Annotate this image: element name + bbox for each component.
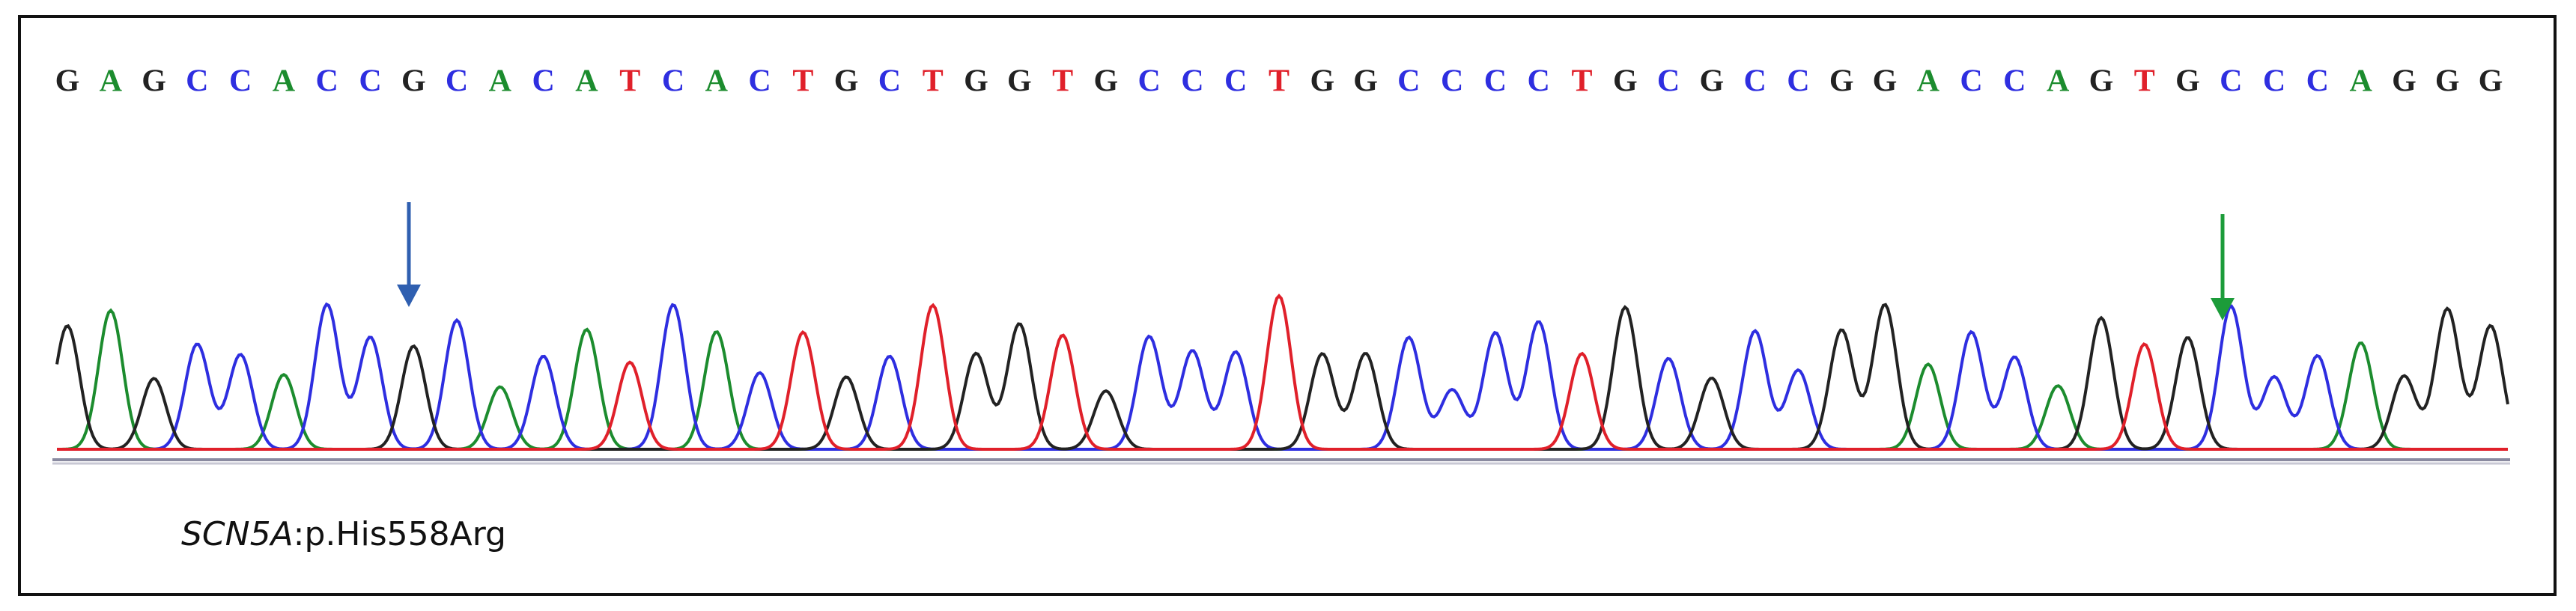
base-letter: C [2263, 64, 2285, 99]
base-letter: C [2306, 64, 2329, 99]
base-letter: C [2003, 64, 2026, 99]
base-letter: C [1743, 64, 1766, 99]
base-letter: C [316, 64, 338, 99]
frame [18, 15, 2557, 596]
base-letter: C [1137, 64, 1160, 99]
base-letter: C [1224, 64, 1247, 99]
base-letter: C [748, 64, 771, 99]
base-letter: A [2349, 64, 2372, 99]
base-letter: C [662, 64, 684, 99]
base-letter: C [1181, 64, 1203, 99]
variant-label: SCN5A:p.His558Arg [181, 515, 506, 553]
base-letter: C [2220, 64, 2242, 99]
base-letter: C [186, 64, 208, 99]
base-letter: C [359, 64, 381, 99]
trace [57, 294, 2508, 451]
base-letter: C [1528, 64, 1550, 99]
arrow-head [2211, 298, 2235, 320]
arrow-head [397, 285, 421, 307]
traces [55, 294, 2509, 451]
base-letter: G [1829, 64, 1854, 99]
base-letter: T [923, 64, 944, 99]
base-letter: G [1094, 64, 1119, 99]
base-letter: G [834, 64, 859, 99]
base-letter: C [1960, 64, 1982, 99]
base-letter: C [1441, 64, 1463, 99]
base-letter: G [55, 64, 80, 99]
base-letter: C [1787, 64, 1809, 99]
base-letter: G [1007, 64, 1032, 99]
base-letter: G [2479, 64, 2503, 99]
base-letter: T [792, 64, 813, 99]
base-letter: G [2435, 64, 2460, 99]
base-letter: C [1397, 64, 1420, 99]
base-letter: G [2392, 64, 2416, 99]
blue-arrow [397, 202, 421, 307]
base-letter: C [532, 64, 554, 99]
base-letter: A [575, 64, 598, 99]
base-letter: T [1571, 64, 1592, 99]
base-letter: C [1657, 64, 1680, 99]
base-letter: C [446, 64, 468, 99]
base-letter: A [100, 64, 123, 99]
base-letter: C [878, 64, 901, 99]
base-letter: C [1484, 64, 1507, 99]
base-letter: A [2047, 64, 2070, 99]
base-letter: G [2089, 64, 2114, 99]
base-letter: G [2175, 64, 2200, 99]
base-letter: G [1613, 64, 1638, 99]
base-letter: G [1873, 64, 1898, 99]
gene-name: SCN5A [181, 515, 294, 553]
base-letter: G [964, 64, 988, 99]
green-arrow [2211, 214, 2235, 320]
base-letter: G [1353, 64, 1378, 99]
base-letter: A [273, 64, 296, 99]
base-letter: T [2134, 64, 2155, 99]
base-letter: A [1917, 64, 1940, 99]
base-letter: G [1700, 64, 1725, 99]
base-letter: T [619, 64, 640, 99]
base-letter: G [142, 64, 166, 99]
base-letter: T [1052, 64, 1073, 99]
variant-name: :p.His558Arg [294, 515, 506, 553]
base-letter: G [401, 64, 426, 99]
base-letter: G [1310, 64, 1334, 99]
base-letter: C [229, 64, 252, 99]
base-letter: A [489, 64, 512, 99]
base-letter: A [705, 64, 729, 99]
base-letter: T [1269, 64, 1289, 99]
